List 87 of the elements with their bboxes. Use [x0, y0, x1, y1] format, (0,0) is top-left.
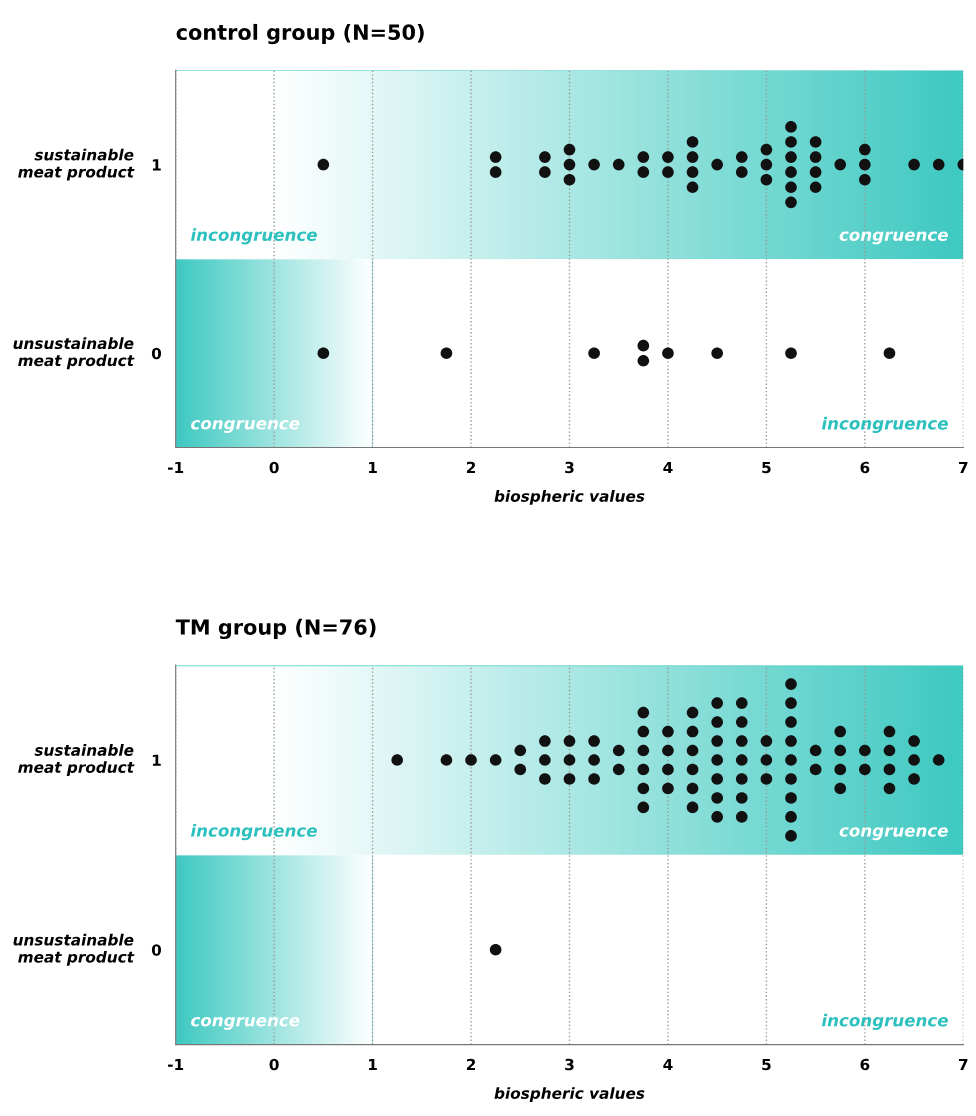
point: [883, 347, 896, 360]
point: [662, 347, 674, 360]
point: [489, 151, 502, 163]
annotation: congruence: [839, 827, 948, 841]
chart-title: control group (N=50): [176, 23, 424, 45]
point: [563, 158, 576, 171]
x-tick-label: 5: [762, 1058, 771, 1071]
point: [785, 166, 797, 178]
point: [317, 158, 330, 171]
point: [785, 151, 797, 163]
point: [859, 158, 871, 171]
x-tick-label: 3: [565, 1058, 574, 1071]
x-tick-label: 7: [959, 461, 968, 474]
chart-title: TM group (N=76): [175, 618, 376, 640]
point: [785, 181, 797, 194]
point: [785, 121, 797, 133]
point: [563, 173, 576, 186]
x-tick-label: -1: [168, 461, 184, 474]
point: [539, 166, 551, 178]
x-tick-label: 6: [860, 1058, 870, 1071]
point: [612, 158, 625, 171]
point: [563, 143, 576, 156]
point: [834, 158, 847, 171]
y-tick-label: 1: [152, 754, 161, 766]
point: [908, 158, 920, 171]
x-tick-label: -1: [168, 1058, 184, 1071]
point: [859, 143, 871, 156]
x-axis-title: biospheric values: [494, 1087, 645, 1102]
x-axis-title: biospheric values: [494, 490, 645, 505]
annotation: incongruence: [190, 823, 317, 841]
point: [859, 173, 871, 186]
point: [760, 158, 773, 171]
point: [711, 347, 723, 360]
x-tick-label: 3: [565, 461, 574, 474]
point: [785, 196, 797, 209]
text: sustainable meat product: [18, 744, 135, 776]
point: [662, 166, 674, 178]
point: [637, 354, 650, 367]
point: [686, 136, 699, 148]
point: [539, 151, 551, 163]
annotation: congruence: [191, 1016, 300, 1030]
annotation: incongruence: [821, 416, 948, 434]
point: [588, 347, 600, 360]
point: [637, 339, 650, 352]
x-tick-label: 0: [269, 461, 279, 474]
point: [785, 347, 797, 360]
point: [809, 136, 822, 148]
point: [686, 181, 699, 194]
y-tick-label: 1: [152, 159, 161, 171]
point: [735, 151, 748, 163]
text: unsustainable meat product: [13, 337, 135, 370]
point: [760, 173, 773, 186]
x-tick-label: 5: [762, 461, 771, 474]
text: sustainable meat product: [18, 148, 135, 181]
annotation: congruence: [191, 420, 300, 433]
point: [317, 347, 330, 360]
y-tick-label: 0: [151, 944, 162, 956]
point: [760, 143, 773, 156]
x-tick-label: 4: [663, 1058, 673, 1071]
point: [735, 166, 748, 178]
point: [711, 158, 723, 171]
annotation: incongruence: [190, 228, 317, 245]
x-tick-label: 7: [959, 1058, 968, 1071]
y-tick-label: 0: [151, 347, 162, 360]
point: [489, 166, 502, 178]
x-tick-label: 0: [269, 1058, 279, 1071]
x-tick-label: 2: [466, 461, 476, 474]
point: [662, 151, 674, 163]
x-tick-label: 2: [466, 1058, 476, 1071]
point: [637, 166, 650, 178]
point: [932, 158, 945, 171]
point: [785, 136, 797, 148]
point: [809, 151, 822, 163]
point: [588, 158, 600, 171]
point: [809, 181, 822, 194]
x-tick-label: 1: [369, 1058, 377, 1071]
annotation: congruence: [839, 231, 948, 245]
annotation: incongruence: [821, 1013, 948, 1030]
point: [440, 347, 453, 360]
point: [637, 151, 650, 163]
point: [809, 166, 822, 178]
text: unsustainable meat product: [13, 933, 135, 966]
x-tick-label: 4: [663, 461, 673, 474]
x-tick-label: 6: [860, 461, 870, 474]
point: [686, 166, 699, 178]
x-tick-label: 1: [369, 461, 377, 474]
point: [686, 151, 699, 163]
